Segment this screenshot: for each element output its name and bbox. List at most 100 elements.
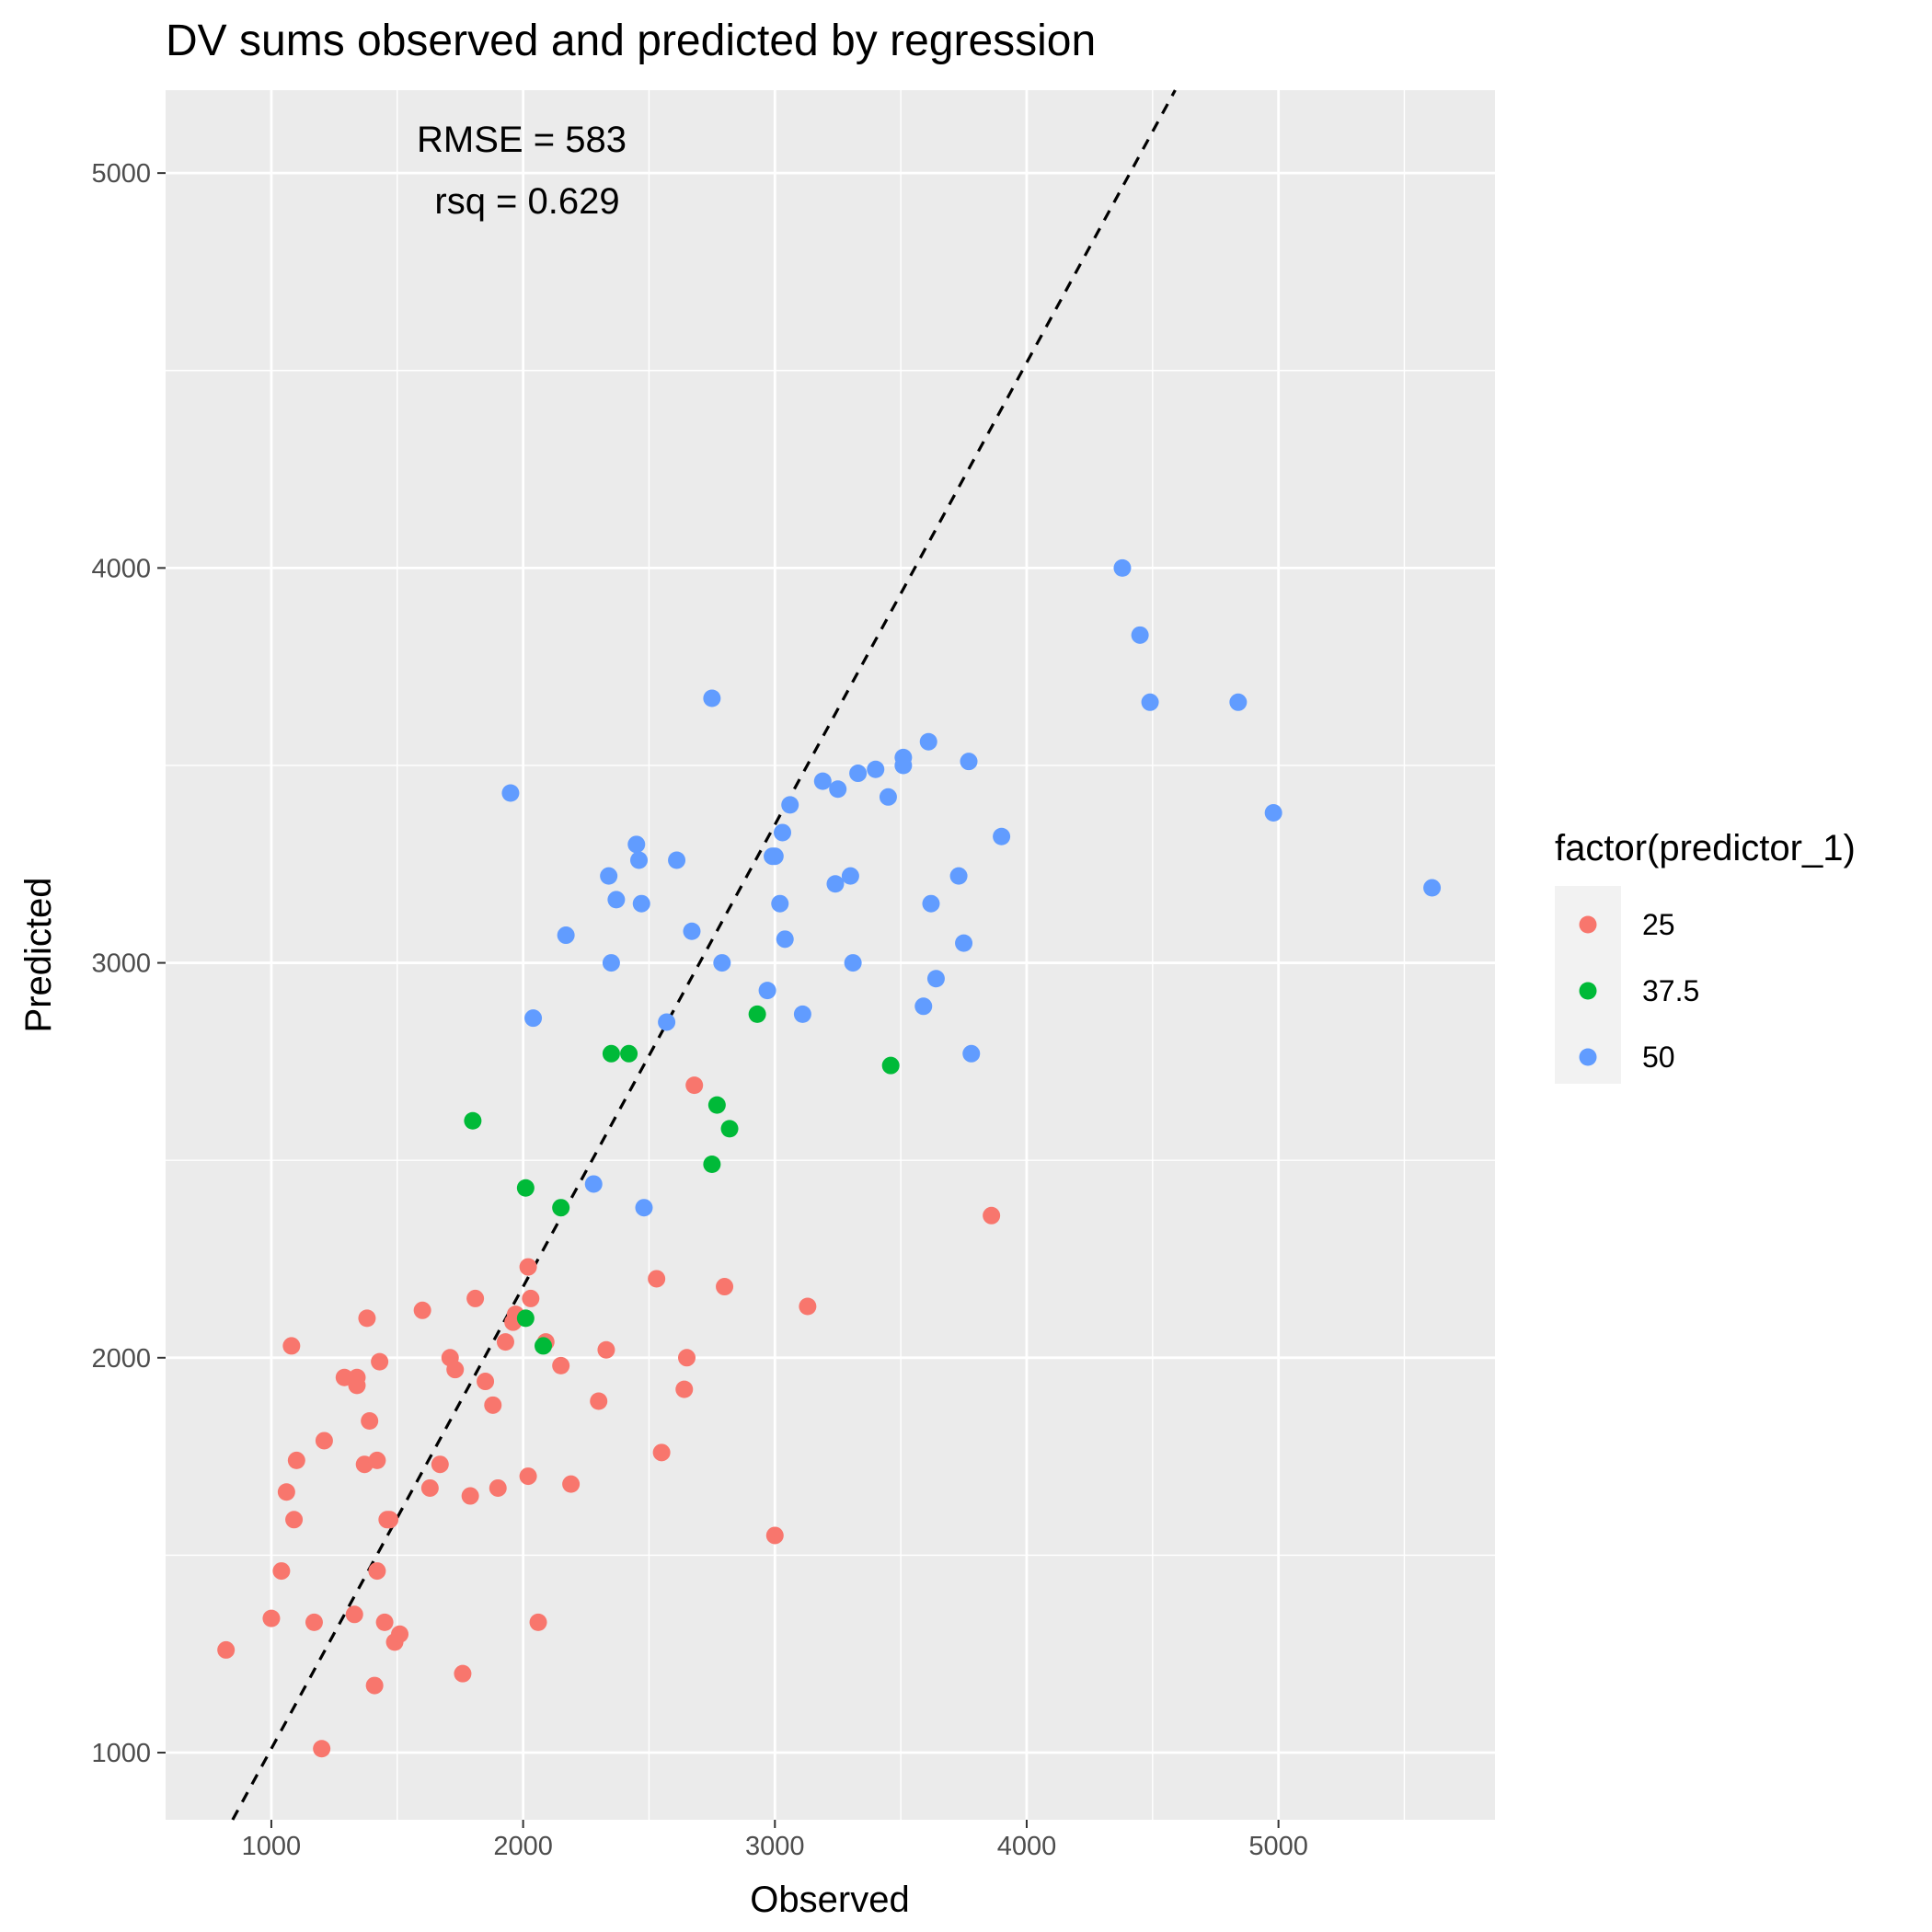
data-point	[841, 867, 859, 885]
data-point	[765, 1526, 784, 1545]
data-point	[685, 1076, 704, 1095]
data-point	[552, 1199, 570, 1217]
data-point	[365, 1676, 384, 1695]
data-point	[720, 1120, 739, 1138]
data-point	[630, 851, 649, 869]
data-point	[335, 1368, 353, 1386]
grid-minor	[166, 90, 1495, 1820]
data-point	[607, 891, 626, 909]
data-point	[420, 1478, 439, 1497]
legend-key	[1579, 915, 1597, 934]
series-50	[501, 558, 1442, 1217]
data-point	[282, 1337, 301, 1355]
data-point	[826, 875, 845, 893]
data-point	[844, 954, 862, 972]
data-point	[348, 1368, 366, 1386]
data-point	[431, 1455, 449, 1474]
data-point	[516, 1309, 535, 1328]
data-point	[1423, 879, 1442, 897]
data-point	[960, 753, 978, 771]
data-point	[683, 922, 701, 940]
data-point	[368, 1451, 386, 1469]
data-point	[771, 894, 789, 913]
data-point	[652, 1443, 671, 1462]
data-point	[371, 1352, 389, 1371]
data-point	[955, 934, 973, 952]
series-25	[217, 1076, 1001, 1758]
data-point	[361, 1411, 379, 1430]
data-point	[678, 1349, 696, 1367]
data-point	[461, 1487, 479, 1505]
legend-key	[1579, 982, 1597, 1000]
data-point	[774, 823, 792, 842]
y-tick-label: 1000	[91, 1739, 151, 1768]
data-point	[716, 1278, 734, 1296]
y-axis: 1000 2000 3000 4000 5000	[91, 159, 166, 1768]
plot-panel	[166, 90, 1495, 1820]
data-point	[707, 1096, 726, 1114]
data-point	[849, 765, 868, 783]
data-point	[285, 1511, 304, 1529]
data-point	[368, 1562, 386, 1581]
data-point	[765, 847, 784, 866]
data-point	[627, 835, 646, 854]
data-point	[600, 867, 618, 885]
data-point	[562, 1475, 581, 1493]
data-point	[1141, 693, 1159, 711]
data-point	[799, 1297, 817, 1316]
data-point	[584, 1175, 603, 1193]
legend-label: 25	[1642, 908, 1675, 941]
data-point	[635, 1199, 653, 1217]
data-point	[867, 760, 885, 778]
x-tick-label: 5000	[1248, 1832, 1308, 1861]
data-point	[358, 1309, 376, 1328]
data-point	[516, 1179, 535, 1197]
data-point	[217, 1640, 236, 1659]
rmse-annotation: RMSE = 583	[417, 120, 627, 160]
y-tick-label: 4000	[91, 554, 151, 583]
y-tick-label: 2000	[91, 1344, 151, 1374]
data-point	[552, 1356, 570, 1374]
data-point	[272, 1562, 291, 1581]
data-point	[993, 827, 1011, 845]
data-point	[813, 772, 832, 790]
data-point	[305, 1613, 323, 1631]
data-point	[914, 997, 933, 1016]
data-point	[703, 1155, 721, 1173]
data-points	[217, 558, 1442, 1758]
data-point	[919, 732, 937, 751]
data-point	[1264, 803, 1282, 822]
reference-line-group	[231, 89, 1177, 1821]
legend-key	[1579, 1048, 1597, 1066]
y-axis-title: Predicted	[18, 878, 59, 1033]
data-point	[1229, 693, 1248, 711]
data-point	[446, 1361, 465, 1379]
rsq-annotation: rsq = 0.629	[434, 181, 619, 222]
data-point	[793, 1005, 811, 1023]
y-tick-label: 5000	[91, 159, 151, 189]
data-point	[648, 1270, 666, 1288]
data-point	[391, 1625, 409, 1643]
x-tick-label: 3000	[745, 1832, 805, 1861]
y-tick-label: 3000	[91, 949, 151, 979]
legend-label: 50	[1642, 1041, 1675, 1074]
data-point	[703, 689, 721, 707]
data-point	[658, 1013, 676, 1031]
data-point	[277, 1483, 295, 1501]
data-point	[413, 1301, 431, 1319]
data-point	[602, 1044, 620, 1063]
data-point	[1113, 558, 1132, 577]
data-point	[781, 796, 799, 814]
data-point	[287, 1451, 305, 1469]
data-point	[590, 1392, 608, 1410]
x-tick-label: 4000	[997, 1832, 1057, 1861]
data-point	[602, 954, 620, 972]
data-point	[597, 1340, 615, 1359]
data-point	[879, 788, 897, 806]
data-point	[484, 1396, 502, 1414]
legend-title: factor(predictor_1)	[1555, 828, 1856, 868]
chart-title: DV sums observed and predicted by regres…	[166, 17, 1096, 65]
data-point	[477, 1373, 495, 1391]
data-point	[776, 930, 794, 949]
data-point	[375, 1613, 394, 1631]
